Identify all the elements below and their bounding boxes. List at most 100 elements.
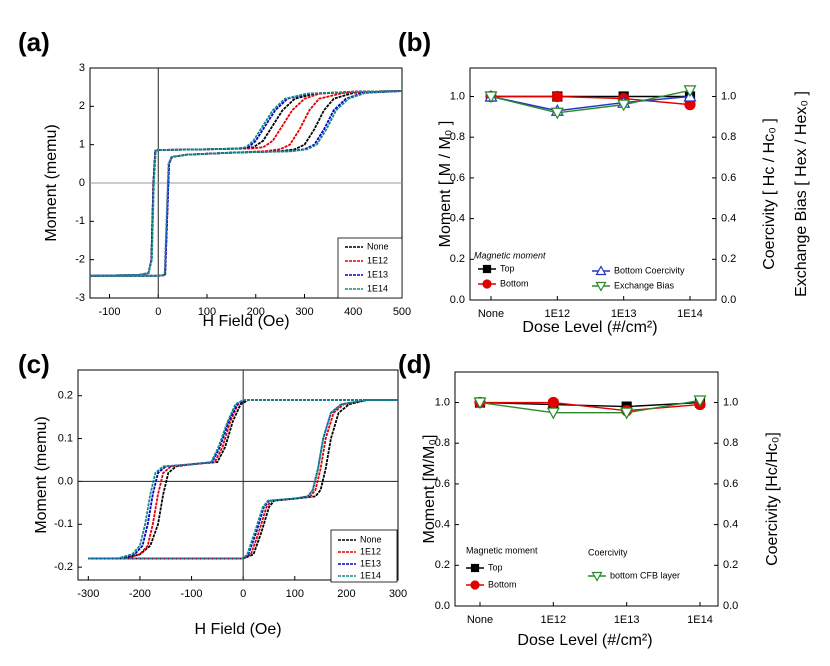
y-tick-label: 0.8 xyxy=(450,131,465,143)
y-tick-label: 0 xyxy=(79,177,85,189)
data-point xyxy=(617,99,631,112)
y-tick-label: 0.0 xyxy=(450,294,465,306)
legend-label: 1E13 xyxy=(367,269,388,279)
x-tick-label: -100 xyxy=(98,306,120,318)
x-tick-label: 200 xyxy=(337,588,355,600)
series-line xyxy=(479,401,701,408)
y-tick-label: 0.1 xyxy=(58,432,73,444)
y2-tick-label: 0.0 xyxy=(723,600,738,612)
y-axis-label: Moment [ M / M₀ ] xyxy=(437,121,454,248)
legend-label: 1E12 xyxy=(360,546,381,556)
y2-axis-label: Exchange Bias [ Hex / Hex₀ ] xyxy=(793,91,810,297)
x-tick-label: 1E13 xyxy=(614,614,640,626)
y-axis-label: Moment [M/M₀] xyxy=(421,435,438,544)
y-tick-label: 2 xyxy=(79,100,85,112)
hysteresis-loop xyxy=(88,399,398,560)
plot-frame xyxy=(77,369,399,581)
panel-label: (c) xyxy=(18,349,50,379)
x-tick-label: 300 xyxy=(389,588,407,600)
y-tick-label: -2 xyxy=(75,254,85,266)
hysteresis-loop xyxy=(88,399,398,560)
y-tick-label: 0.2 xyxy=(435,559,450,571)
panel-label: (a) xyxy=(18,27,50,57)
legend-label: 1E12 xyxy=(367,255,388,265)
y-tick-label: 1.0 xyxy=(435,396,450,408)
data-point xyxy=(546,407,560,420)
y-tick-label: -0.2 xyxy=(54,561,73,573)
x-tick-label: 500 xyxy=(393,306,411,318)
x-tick-label: 400 xyxy=(344,306,362,318)
y2-tick-label: 0.8 xyxy=(723,437,738,449)
legend-label: Top xyxy=(488,562,503,572)
y2-tick-label: 1.0 xyxy=(721,90,736,102)
y-tick-label: 0.0 xyxy=(435,600,450,612)
hysteresis-loop xyxy=(89,90,403,277)
x-axis-label: H Field (Oe) xyxy=(202,313,289,330)
legend-marker xyxy=(470,563,480,573)
legend-marker xyxy=(595,265,607,276)
x-tick-label: 1E14 xyxy=(687,614,713,626)
x-tick-label: 100 xyxy=(198,306,216,318)
plot-frame xyxy=(454,371,719,607)
legend-label: Bottom Coercivity xyxy=(614,265,685,275)
legend-title: Magnetic moment xyxy=(474,250,546,260)
y-tick-label: 0.6 xyxy=(435,478,450,490)
y2-axis-label: Coercivity [ Hc / Hc₀ ] xyxy=(761,118,778,270)
legend-marker xyxy=(595,281,607,292)
y-tick-label: 0.4 xyxy=(450,213,465,225)
legend-label: None xyxy=(360,534,382,544)
y-axis-label: Moment (memu) xyxy=(43,124,60,241)
y-tick-label: -3 xyxy=(75,292,85,304)
x-tick-label: 0 xyxy=(155,306,161,318)
x-tick-label: 1E13 xyxy=(611,308,637,320)
legend-marker xyxy=(482,279,492,289)
x-tick-label: None xyxy=(467,614,493,626)
legend-label: 1E14 xyxy=(360,570,381,580)
plot-frame xyxy=(469,67,717,301)
y2-tick-label: 0.0 xyxy=(721,294,736,306)
data-point xyxy=(693,395,707,408)
y-tick-label: 1 xyxy=(79,139,85,151)
legend-title: Magnetic moment xyxy=(466,545,538,555)
x-axis-label: H Field (Oe) xyxy=(194,621,281,638)
y-tick-label: 0.2 xyxy=(450,253,465,265)
x-tick-label: 100 xyxy=(286,588,304,600)
y2-tick-label: 0.4 xyxy=(723,519,738,531)
legend-title: Coercivity xyxy=(588,547,628,557)
series-line xyxy=(491,95,691,106)
y2-tick-label: 0.6 xyxy=(721,172,736,184)
legend-label: Exchange Bias xyxy=(614,280,675,290)
legend-box xyxy=(330,529,398,583)
y2-tick-label: 1.0 xyxy=(723,396,738,408)
y2-tick-label: 0.2 xyxy=(723,559,738,571)
legend-label: 1E13 xyxy=(360,558,381,568)
x-tick-label: 300 xyxy=(295,306,313,318)
legend-label: bottom CFB layer xyxy=(610,570,680,580)
legend-marker xyxy=(470,580,480,590)
legend-marker xyxy=(482,264,492,274)
y-tick-label: 0.2 xyxy=(58,390,73,402)
x-tick-label: 0 xyxy=(240,588,246,600)
legend-label: Bottom xyxy=(500,278,529,288)
legend-label: None xyxy=(367,241,389,251)
x-tick-label: None xyxy=(478,308,504,320)
y2-tick-label: 0.4 xyxy=(721,213,736,225)
x-tick-label: 1E14 xyxy=(677,308,703,320)
x-tick-label: 1E12 xyxy=(540,614,566,626)
y-tick-label: 0.8 xyxy=(435,437,450,449)
series-line xyxy=(490,89,691,114)
y-tick-label: 0.0 xyxy=(58,475,73,487)
y2-axis-label: Coercivity [Hc/Hc₀] xyxy=(764,432,781,566)
panel-label: (b) xyxy=(398,27,431,57)
y2-tick-label: 0.2 xyxy=(721,253,736,265)
data-point xyxy=(550,107,564,120)
data-point xyxy=(484,91,498,104)
x-tick-label: -100 xyxy=(181,588,203,600)
y-axis-label: Moment (memu) xyxy=(33,416,50,533)
series-line xyxy=(479,399,701,414)
series-line xyxy=(490,95,691,112)
series-line xyxy=(480,401,701,412)
legend-label: Top xyxy=(500,263,515,273)
x-tick-label: -300 xyxy=(77,588,99,600)
